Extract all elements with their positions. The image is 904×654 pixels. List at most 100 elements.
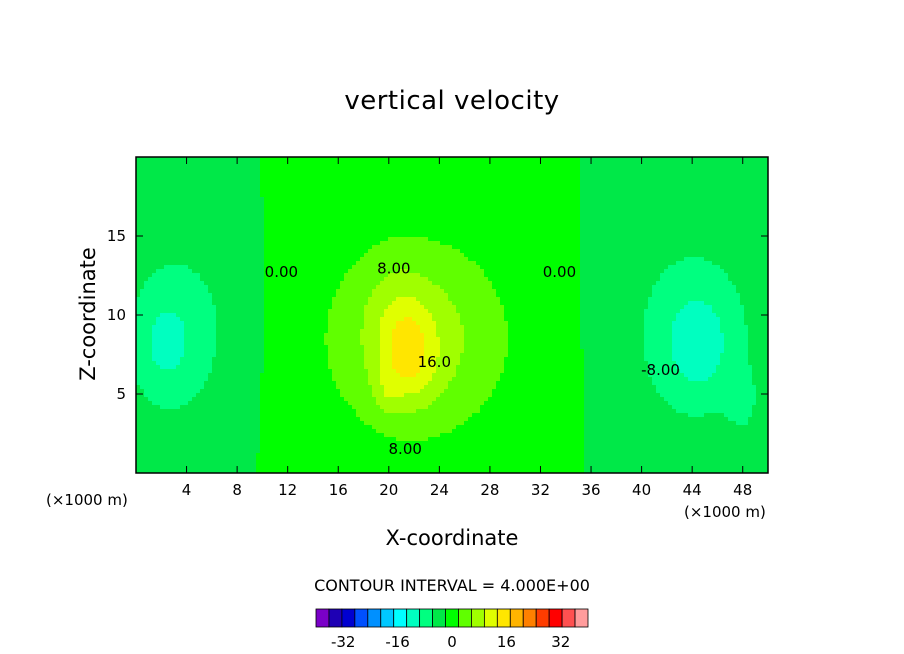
- contour-cell: [272, 377, 277, 382]
- contour-cell: [340, 393, 345, 398]
- contour-cell: [300, 357, 305, 362]
- contour-cell: [324, 233, 329, 238]
- contour-cell: [272, 297, 277, 302]
- contour-cell: [336, 345, 341, 350]
- contour-cell: [148, 293, 153, 298]
- contour-cell: [188, 321, 193, 326]
- contour-cell: [144, 193, 149, 198]
- contour-cell: [148, 353, 153, 358]
- contour-cell: [380, 397, 385, 402]
- contour-cell: [328, 297, 333, 302]
- contour-cell: [344, 353, 349, 358]
- contour-cell: [260, 329, 265, 334]
- contour-cell: [340, 249, 345, 254]
- contour-cell: [148, 161, 153, 166]
- contour-cell: [224, 441, 229, 446]
- contour-cell: [200, 417, 205, 422]
- contour-cell: [192, 393, 197, 398]
- contour-cell: [136, 433, 141, 438]
- contour-cell: [140, 189, 145, 194]
- contour-cell: [336, 293, 341, 298]
- contour-cell: [136, 241, 141, 246]
- contour-cell: [244, 201, 249, 206]
- contour-cell: [304, 245, 309, 250]
- contour-cell: [272, 393, 277, 398]
- contour-cell: [280, 281, 285, 286]
- contour-cell: [196, 269, 201, 274]
- contour-cell: [176, 373, 181, 378]
- contour-cell: [252, 229, 257, 234]
- contour-cell: [360, 213, 365, 218]
- contour-cell: [352, 213, 357, 218]
- contour-cell: [324, 401, 329, 406]
- contour-cell: [348, 269, 353, 274]
- contour-cell: [212, 301, 217, 306]
- contour-cell: [156, 437, 161, 442]
- contour-cell: [236, 289, 241, 294]
- contour-cell: [156, 169, 161, 174]
- contour-cell: [276, 393, 281, 398]
- contour-cell: [216, 369, 221, 374]
- contour-cell: [232, 461, 237, 466]
- contour-cell: [300, 425, 305, 430]
- contour-cell: [228, 345, 233, 350]
- contour-cell: [232, 313, 237, 318]
- contour-cell: [292, 377, 297, 382]
- contour-cell: [360, 449, 365, 454]
- contour-cell: [152, 297, 157, 302]
- contour-cell: [168, 389, 173, 394]
- contour-cell: [352, 169, 357, 174]
- contour-cell: [316, 401, 321, 406]
- contour-cell: [172, 229, 177, 234]
- contour-cell: [192, 301, 197, 306]
- contour-cell: [220, 461, 225, 466]
- contour-cell: [340, 313, 345, 318]
- contour-cell: [304, 229, 309, 234]
- contour-cell: [368, 377, 373, 382]
- contour-cell: [372, 205, 377, 210]
- contour-cell: [332, 469, 337, 474]
- contour-cell: [352, 293, 357, 298]
- contour-cell: [236, 357, 241, 362]
- contour-cell: [260, 177, 265, 182]
- contour-cell: [288, 225, 293, 230]
- contour-cell: [180, 249, 185, 254]
- contour-cell: [208, 369, 213, 374]
- contour-cell: [144, 449, 149, 454]
- contour-cell: [304, 369, 309, 374]
- contour-cell: [140, 445, 145, 450]
- contour-cell: [356, 273, 361, 278]
- contour-cell: [336, 329, 341, 334]
- contour-cell: [384, 345, 389, 350]
- contour-cell: [356, 281, 361, 286]
- contour-cell: [248, 341, 253, 346]
- contour-cell: [204, 261, 209, 266]
- contour-cell: [276, 349, 281, 354]
- contour-cell: [180, 429, 185, 434]
- contour-cell: [204, 305, 209, 310]
- contour-cell: [172, 213, 177, 218]
- contour-cell: [192, 189, 197, 194]
- contour-cell: [148, 433, 153, 438]
- contour-cell: [220, 281, 225, 286]
- contour-cell: [324, 181, 329, 186]
- contour-cell: [152, 465, 157, 470]
- contour-cell: [236, 257, 241, 262]
- chart-title: vertical velocity: [344, 86, 560, 116]
- contour-cell: [348, 205, 353, 210]
- contour-cell: [164, 381, 169, 386]
- contour-cell: [260, 461, 265, 466]
- contour-cell: [380, 433, 385, 438]
- contour-cell: [308, 465, 313, 470]
- contour-cell: [320, 301, 325, 306]
- contour-cell: [308, 225, 313, 230]
- contour-cell: [160, 457, 165, 462]
- contour-cell: [244, 389, 249, 394]
- contour-cell: [228, 213, 233, 218]
- contour-cell: [376, 469, 381, 474]
- contour-cell: [308, 253, 313, 258]
- contour-cell: [164, 253, 169, 258]
- contour-cell: [244, 433, 249, 438]
- contour-cell: [224, 225, 229, 230]
- contour-cell: [364, 305, 369, 310]
